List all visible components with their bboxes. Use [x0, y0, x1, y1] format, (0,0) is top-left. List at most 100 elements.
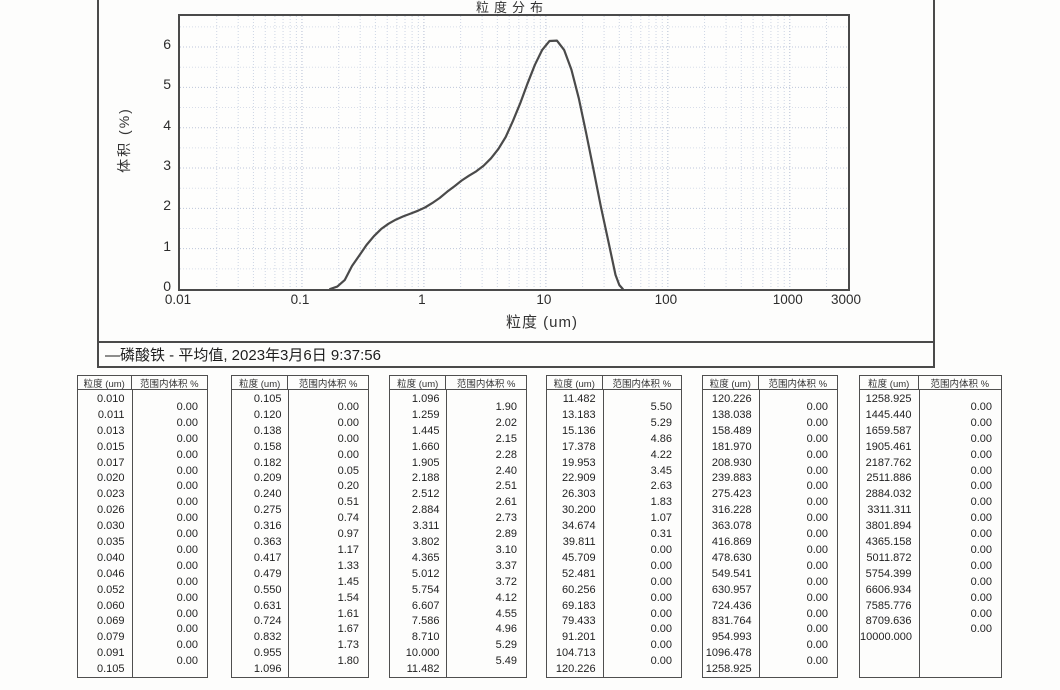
volume-cell: 0.00: [970, 575, 992, 588]
volume-cell: 0.00: [806, 512, 828, 525]
size-cell: 158.489: [711, 424, 752, 437]
volume-column: 0.00 0.00 0.00 0.00 0.00 0.00 0.00 0.00 0.00 0.00…: [918, 390, 1002, 677]
size-cell: 630.957: [711, 583, 752, 596]
volume-cell: 0.00: [970, 401, 992, 413]
size-cell: 0.105: [253, 393, 282, 405]
size-cell: 3.802: [411, 536, 440, 549]
size-cell: 1096.478: [705, 647, 752, 660]
size-column: 1.096 1.259 1.445 1.660 1.905 2.188 2.512 2.884…: [390, 392, 446, 678]
size-cell: 0.138: [253, 424, 282, 437]
x-tick-label: 0.01: [164, 292, 192, 307]
size-cell: 0.023: [97, 488, 125, 501]
volume-cell: 1.61: [337, 607, 359, 620]
size-column-header: 粒度 (um): [232, 376, 289, 389]
size-cell: 0.631: [253, 599, 282, 612]
table-header: 粒度 (um) 范围内体积 %: [78, 376, 207, 390]
volume-cell: 0.00: [806, 432, 828, 445]
size-cell: 954.993: [711, 631, 752, 644]
volume-cell: 0.00: [806, 575, 828, 588]
size-cell: 724.436: [711, 599, 752, 612]
size-column-header: 粒度 (um): [547, 376, 603, 389]
size-cell: 1905.461: [865, 440, 912, 453]
volume-cell: 2.28: [495, 448, 517, 461]
volume-cell: 0.00: [806, 496, 828, 509]
size-cell: 275.423: [711, 488, 752, 501]
size-cell: 5.754: [411, 583, 440, 596]
size-cell: 0.017: [97, 456, 125, 469]
volume-cell: 1.54: [337, 591, 359, 604]
size-cell: 10000.000: [860, 631, 912, 644]
size-column-header: 粒度 (um): [860, 376, 919, 389]
volume-cell: 4.12: [495, 591, 517, 604]
volume-column: 0.00 0.00 0.00 0.00 0.00 0.00 0.00 0.00 0.00 0.00…: [758, 390, 837, 677]
volume-cell: 0.00: [337, 448, 359, 461]
size-cell: 0.010: [97, 393, 125, 405]
size-cell: 0.209: [253, 472, 282, 485]
size-cell: 3801.894: [865, 520, 912, 533]
volume-cell: 0.00: [650, 607, 672, 620]
size-cell: 7585.776: [865, 599, 912, 612]
table-body: 0.010 0.011 0.013 0.015 0.017 0.020 0.023 0.026…: [78, 390, 207, 677]
size-column: 120.226 138.038 158.489 181.970 208.930 239.8…: [703, 392, 759, 678]
volume-cell: 0.00: [176, 401, 198, 413]
size-cell: 6.607: [411, 599, 440, 612]
size-cell: 4365.158: [865, 536, 912, 549]
distribution-curve: [329, 39, 624, 289]
table-header: 粒度 (um) 范围内体积 %: [860, 376, 1001, 390]
x-tick-label: 100: [654, 292, 678, 307]
volume-cell: 0.00: [970, 416, 992, 429]
table-body: 1258.925 1445.440 1659.587 1905.461 2187.762…: [860, 390, 1001, 677]
size-cell: 0.479: [253, 567, 282, 580]
volume-column-header: 范围内体积 %: [768, 378, 828, 390]
volume-cell: 0.00: [650, 623, 672, 636]
size-cell: 45.709: [561, 551, 596, 564]
size-column-header: 粒度 (um): [78, 376, 132, 389]
size-cell: 0.724: [253, 615, 282, 628]
volume-cell: 0.00: [806, 480, 828, 493]
volume-cell: 0.00: [970, 464, 992, 477]
volume-cell: 0.00: [337, 401, 359, 413]
size-table-3: 粒度 (um) 范围内体积 % 1.096 1.259 1.445 1.660 1.90…: [389, 375, 527, 678]
volume-cell: 3.37: [495, 559, 517, 572]
volume-cell: 2.61: [495, 496, 517, 509]
volume-column: 1.90 2.02 2.15 2.28 2.40 2.51 2.61 2.73 2.89 3.10…: [446, 390, 526, 677]
volume-column-header: 范围内体积 %: [456, 378, 516, 390]
table-header: 粒度 (um) 范围内体积 %: [703, 376, 837, 390]
volume-cell: 2.63: [650, 480, 672, 493]
volume-cell: 0.00: [806, 607, 828, 620]
volume-cell: 0.00: [806, 559, 828, 572]
size-cell: 19.953: [561, 456, 596, 469]
size-cell: 0.832: [253, 631, 282, 644]
x-axis-label: 粒度 (um): [506, 314, 578, 331]
volume-cell: 0.51: [337, 496, 359, 509]
size-cell: 11.482: [406, 663, 440, 676]
volume-cell: 0.00: [176, 432, 198, 445]
size-cell: 8.710: [411, 631, 440, 644]
size-cell: 10.000: [405, 647, 440, 660]
size-cell: 1659.587: [865, 424, 912, 437]
size-cell: 30.200: [561, 504, 596, 517]
x-tick-label: 1: [418, 292, 426, 307]
size-cell: 60.256: [561, 583, 596, 596]
legend-strip: —磷酸铁 - 平均值, 2023年3月6日 9:37:56: [99, 341, 933, 368]
volume-cell: 1.33: [337, 559, 359, 572]
volume-cell: 0.00: [970, 528, 992, 541]
volume-cell: 0.00: [176, 464, 198, 477]
size-cell: 0.120: [253, 408, 282, 421]
volume-cell: 0.00: [176, 575, 198, 588]
volume-cell: 0.31: [650, 528, 672, 541]
volume-cell: 0.00: [806, 639, 828, 652]
size-cell: 478.630: [711, 551, 752, 564]
volume-cell: 0.00: [806, 591, 828, 604]
volume-cell: 4.86: [650, 432, 672, 445]
volume-cell: 0.00: [806, 655, 828, 668]
volume-column-header: 范围内体积 %: [612, 378, 672, 390]
x-tick-label: 3000: [830, 292, 862, 307]
volume-cell: 4.55: [495, 607, 517, 620]
size-cell: 0.020: [97, 472, 125, 485]
size-cell: 0.026: [97, 504, 125, 517]
size-cell: 5754.399: [865, 567, 912, 580]
volume-cell: 1.83: [650, 496, 672, 509]
size-cell: 120.226: [555, 663, 596, 676]
size-cell: 5011.872: [866, 551, 912, 564]
